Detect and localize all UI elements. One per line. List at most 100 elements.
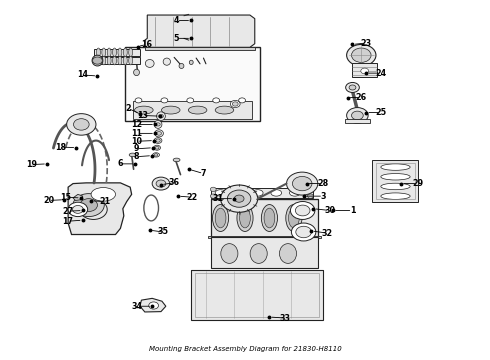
Circle shape — [346, 108, 368, 123]
Text: 33: 33 — [280, 314, 291, 323]
Text: 8: 8 — [134, 152, 139, 161]
Circle shape — [135, 98, 142, 103]
Ellipse shape — [146, 59, 154, 67]
Ellipse shape — [237, 204, 253, 231]
Circle shape — [220, 185, 258, 212]
Text: 28: 28 — [318, 179, 329, 188]
Polygon shape — [344, 119, 370, 123]
Text: 22: 22 — [187, 193, 198, 202]
Ellipse shape — [113, 48, 117, 57]
Ellipse shape — [154, 145, 160, 150]
Text: 12: 12 — [131, 120, 142, 129]
Circle shape — [308, 194, 314, 198]
Circle shape — [154, 154, 158, 156]
Circle shape — [67, 114, 96, 135]
Circle shape — [161, 98, 168, 103]
Circle shape — [68, 202, 88, 217]
Circle shape — [287, 172, 318, 195]
Text: 3: 3 — [320, 192, 326, 201]
Bar — [94, 57, 140, 64]
Ellipse shape — [102, 56, 106, 65]
Ellipse shape — [250, 244, 267, 264]
Circle shape — [73, 194, 104, 217]
Circle shape — [349, 85, 356, 90]
Ellipse shape — [161, 106, 180, 114]
Text: 10: 10 — [131, 137, 142, 146]
Text: 9: 9 — [134, 144, 139, 153]
Ellipse shape — [189, 60, 193, 64]
Text: 27: 27 — [62, 207, 73, 216]
Text: 7: 7 — [201, 169, 206, 178]
Text: 1: 1 — [350, 206, 355, 215]
Circle shape — [213, 98, 220, 103]
Text: 13: 13 — [137, 111, 148, 120]
Ellipse shape — [129, 48, 133, 57]
Polygon shape — [211, 237, 318, 268]
Ellipse shape — [381, 164, 410, 170]
Ellipse shape — [215, 106, 234, 114]
Circle shape — [80, 199, 98, 212]
Circle shape — [295, 205, 310, 216]
Text: 5: 5 — [174, 34, 179, 43]
Circle shape — [351, 48, 371, 62]
Ellipse shape — [157, 112, 165, 121]
Polygon shape — [352, 63, 377, 77]
Circle shape — [156, 123, 160, 126]
Ellipse shape — [213, 204, 229, 231]
Ellipse shape — [135, 106, 153, 114]
Circle shape — [93, 57, 102, 64]
Text: 25: 25 — [375, 108, 387, 117]
Ellipse shape — [153, 153, 159, 157]
Ellipse shape — [234, 190, 245, 196]
Text: 14: 14 — [77, 71, 88, 80]
Ellipse shape — [173, 158, 180, 162]
Ellipse shape — [123, 56, 127, 65]
Ellipse shape — [123, 48, 127, 57]
Bar — [376, 163, 415, 199]
Polygon shape — [68, 183, 132, 234]
Circle shape — [239, 98, 245, 103]
Circle shape — [230, 100, 240, 108]
Circle shape — [234, 195, 244, 202]
Circle shape — [346, 44, 376, 66]
Ellipse shape — [97, 48, 100, 57]
Polygon shape — [191, 270, 323, 320]
Text: 34: 34 — [131, 302, 142, 311]
Ellipse shape — [289, 208, 299, 228]
Circle shape — [210, 194, 216, 198]
Ellipse shape — [264, 208, 275, 228]
Circle shape — [308, 187, 314, 192]
Text: 26: 26 — [356, 93, 367, 102]
Ellipse shape — [118, 56, 122, 65]
Bar — [125, 47, 260, 121]
Text: 31: 31 — [213, 194, 223, 203]
Polygon shape — [140, 298, 166, 312]
Ellipse shape — [286, 204, 302, 231]
Circle shape — [155, 146, 159, 149]
Bar — [94, 49, 140, 56]
Ellipse shape — [107, 48, 111, 57]
Circle shape — [296, 226, 312, 238]
Text: 32: 32 — [321, 229, 333, 238]
Polygon shape — [372, 160, 418, 202]
Ellipse shape — [290, 190, 300, 196]
Text: 24: 24 — [375, 69, 387, 78]
Ellipse shape — [221, 244, 238, 264]
Circle shape — [293, 176, 312, 191]
Circle shape — [87, 205, 100, 214]
Ellipse shape — [215, 208, 226, 228]
Text: 4: 4 — [174, 16, 179, 25]
Text: 16: 16 — [141, 40, 152, 49]
Ellipse shape — [155, 130, 163, 137]
Ellipse shape — [134, 69, 140, 76]
Ellipse shape — [279, 244, 296, 264]
Circle shape — [149, 302, 159, 309]
Ellipse shape — [215, 190, 226, 196]
Circle shape — [156, 131, 162, 135]
Text: 11: 11 — [131, 129, 142, 138]
Ellipse shape — [118, 48, 122, 57]
Circle shape — [351, 111, 363, 120]
Circle shape — [73, 206, 83, 213]
Text: 6: 6 — [118, 159, 123, 168]
Text: 19: 19 — [26, 160, 37, 169]
